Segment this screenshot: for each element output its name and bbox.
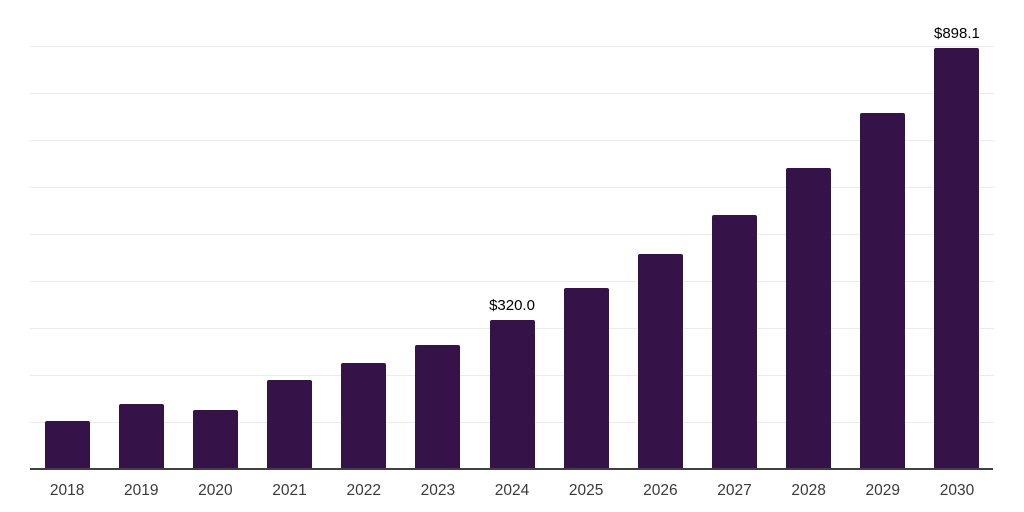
bar-group-2028 (772, 0, 846, 470)
x-axis-labels: 2018 2019 2020 2021 2022 2023 2024 2025 2026 2027… (30, 470, 994, 512)
bar-value-label: $898.1 (934, 25, 980, 43)
x-tick-label-2021: 2021 (272, 482, 307, 499)
gridline (30, 187, 994, 188)
bar-2025 (563, 288, 609, 470)
bars-row: $320.0 $898.1 (30, 0, 994, 470)
bar-value-label: $320.0 (489, 297, 535, 315)
bar-2029 (860, 113, 906, 470)
gridline (30, 281, 994, 282)
x-tick-label-2029: 2029 (865, 482, 901, 499)
bar-2018 (44, 420, 90, 470)
x-tick-label-2022: 2022 (346, 482, 381, 499)
bar-group-2018 (30, 0, 104, 470)
x-tick-label-2027: 2027 (717, 482, 752, 499)
bar-2026 (637, 254, 683, 470)
gridline (30, 93, 994, 94)
bar-group-2029 (846, 0, 920, 470)
x-tick-label-2023: 2023 (420, 482, 456, 499)
bar-group-2021 (252, 0, 326, 470)
x-tick-label-2025: 2025 (568, 482, 604, 499)
x-tick-label-2030: 2030 (939, 482, 975, 499)
bar-2019 (118, 404, 164, 470)
bar-group-2030: $898.1 (920, 0, 994, 470)
gridline (30, 140, 994, 141)
bar-2021 (267, 380, 313, 470)
bar-group-2026 (623, 0, 697, 470)
x-tick-label-2028: 2028 (791, 482, 826, 499)
x-tick-label-2020: 2020 (198, 482, 233, 499)
bar-group-2024: $320.0 (475, 0, 549, 470)
x-axis-line (30, 468, 993, 470)
bar-2030 (934, 47, 980, 470)
x-tick-label-2019: 2019 (123, 482, 159, 499)
x-tick-label-2026: 2026 (643, 482, 678, 499)
gridline (30, 46, 994, 47)
bar-group-2019 (104, 0, 178, 470)
x-tick-label-2018: 2018 (49, 482, 85, 499)
plot-area: $320.0 $898.1 (30, 0, 994, 470)
bar-group-2025 (549, 0, 623, 470)
bar-2022 (341, 362, 387, 470)
bar-2020 (192, 409, 238, 470)
bar-2024 (489, 319, 535, 470)
x-tick-label-2024: 2024 (494, 482, 530, 499)
bar-group-2020 (178, 0, 252, 470)
bar-2027 (711, 214, 757, 470)
gridline (30, 234, 994, 235)
bar-2023 (415, 344, 461, 470)
bar-group-2022 (327, 0, 401, 470)
bar-group-2023 (401, 0, 475, 470)
bar-2028 (786, 168, 832, 470)
bar-group-2027 (697, 0, 771, 470)
